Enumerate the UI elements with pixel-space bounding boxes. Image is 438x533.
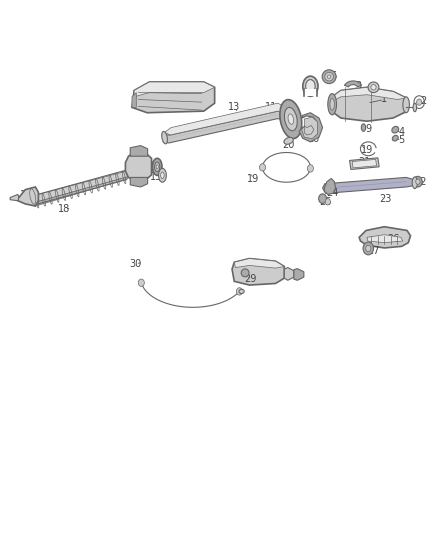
Polygon shape	[324, 179, 336, 195]
Text: 12: 12	[193, 82, 205, 92]
Circle shape	[259, 164, 265, 171]
Polygon shape	[10, 195, 19, 201]
Polygon shape	[284, 268, 294, 280]
Text: 18: 18	[58, 204, 71, 214]
Ellipse shape	[306, 79, 315, 93]
Circle shape	[138, 279, 145, 286]
Polygon shape	[352, 159, 377, 168]
Circle shape	[366, 245, 371, 252]
Polygon shape	[132, 93, 136, 108]
Polygon shape	[234, 259, 284, 268]
Polygon shape	[299, 113, 322, 142]
Text: 8: 8	[303, 78, 309, 88]
Ellipse shape	[281, 106, 288, 122]
Ellipse shape	[280, 100, 302, 139]
Circle shape	[416, 179, 420, 184]
Polygon shape	[332, 87, 406, 121]
Text: 23: 23	[379, 193, 392, 204]
Ellipse shape	[327, 75, 331, 78]
Circle shape	[319, 194, 326, 204]
Polygon shape	[34, 171, 129, 202]
Ellipse shape	[155, 162, 160, 172]
Text: 6: 6	[330, 70, 336, 80]
Circle shape	[413, 176, 422, 187]
Text: 2: 2	[420, 96, 427, 106]
Circle shape	[237, 288, 243, 295]
Circle shape	[325, 199, 330, 205]
Text: 15: 15	[150, 172, 162, 182]
Polygon shape	[34, 176, 129, 206]
Ellipse shape	[403, 97, 410, 113]
Polygon shape	[350, 158, 379, 169]
Text: 24: 24	[326, 188, 338, 198]
Text: 1: 1	[381, 94, 388, 104]
Ellipse shape	[161, 172, 164, 179]
Ellipse shape	[392, 126, 399, 133]
Text: 22: 22	[414, 176, 427, 187]
Polygon shape	[127, 161, 155, 176]
Polygon shape	[163, 111, 284, 143]
Text: 27: 27	[367, 246, 380, 256]
Polygon shape	[367, 235, 403, 243]
Polygon shape	[165, 103, 284, 135]
Text: 19: 19	[361, 145, 373, 155]
Text: 10: 10	[308, 134, 320, 144]
Text: 11: 11	[265, 102, 277, 112]
Polygon shape	[132, 82, 215, 113]
Ellipse shape	[156, 165, 158, 169]
Polygon shape	[304, 89, 317, 96]
Polygon shape	[332, 87, 406, 101]
Ellipse shape	[412, 177, 417, 189]
Ellipse shape	[392, 135, 398, 141]
Ellipse shape	[368, 82, 379, 93]
Ellipse shape	[239, 289, 244, 294]
Polygon shape	[302, 117, 318, 139]
Text: 17: 17	[21, 190, 33, 200]
Ellipse shape	[284, 108, 297, 131]
Ellipse shape	[325, 72, 333, 81]
Circle shape	[363, 242, 374, 255]
Polygon shape	[18, 187, 39, 206]
Text: 13: 13	[228, 102, 240, 112]
Ellipse shape	[330, 99, 334, 110]
Polygon shape	[345, 81, 362, 87]
Text: 16: 16	[134, 159, 146, 169]
Text: 3: 3	[355, 81, 361, 91]
Text: 9: 9	[365, 124, 371, 134]
Ellipse shape	[241, 269, 249, 277]
Polygon shape	[130, 146, 148, 156]
Text: 26: 26	[387, 234, 399, 244]
Polygon shape	[294, 269, 304, 280]
Text: 29: 29	[244, 274, 257, 284]
Polygon shape	[359, 227, 410, 248]
Ellipse shape	[322, 70, 336, 84]
Text: 14: 14	[147, 162, 159, 172]
Ellipse shape	[371, 85, 376, 90]
Text: 21: 21	[359, 157, 371, 166]
Circle shape	[307, 165, 314, 172]
Ellipse shape	[159, 168, 166, 182]
Text: 4: 4	[399, 127, 405, 138]
Polygon shape	[134, 82, 215, 97]
Polygon shape	[232, 259, 284, 285]
Polygon shape	[322, 177, 416, 193]
Text: 25: 25	[319, 197, 332, 207]
Ellipse shape	[162, 132, 167, 144]
Text: 19: 19	[247, 174, 259, 184]
Ellipse shape	[361, 124, 366, 131]
Text: 30: 30	[129, 259, 141, 269]
Ellipse shape	[284, 138, 293, 144]
Ellipse shape	[152, 158, 162, 175]
Text: 20: 20	[283, 140, 295, 150]
Polygon shape	[125, 151, 152, 182]
Ellipse shape	[303, 76, 318, 96]
Circle shape	[417, 99, 422, 106]
Ellipse shape	[288, 114, 293, 124]
Ellipse shape	[328, 94, 336, 115]
Text: 5: 5	[399, 135, 405, 146]
Ellipse shape	[413, 103, 417, 112]
Polygon shape	[130, 177, 148, 187]
